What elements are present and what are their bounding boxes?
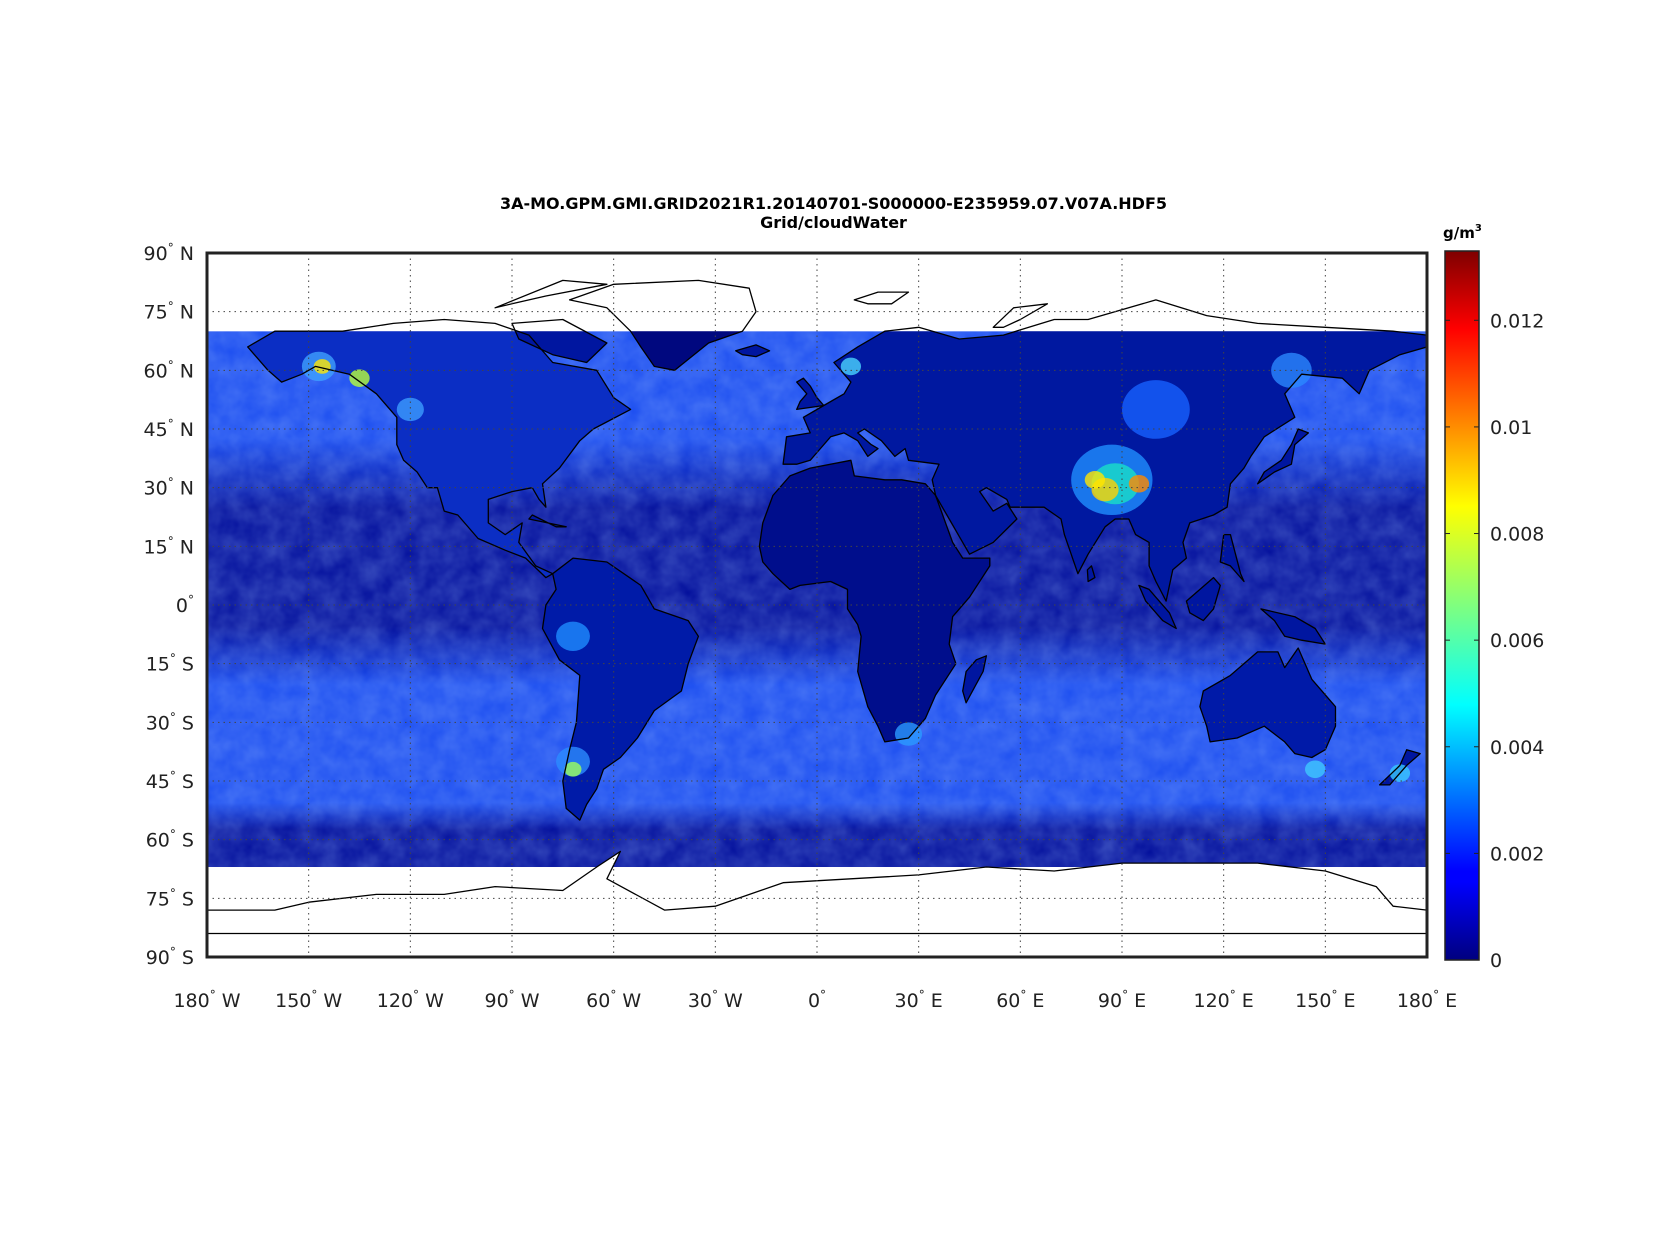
coastline-new-guinea: [1260, 608, 1326, 645]
coastline-ellesmere: [494, 279, 608, 309]
plot-title: 3A-MO.GPM.GMI.GRID2021R1.20140701-S00000…: [499, 194, 1168, 213]
coastline-sumatra: [1138, 584, 1177, 630]
coastline-iceland: [735, 344, 771, 358]
lon-tick-label: 120° W: [377, 988, 444, 1012]
longitude-tick-labels: 180° W 150° W 120° W 90° W 60° W 30° W 0° 30° E…: [173, 988, 1457, 1012]
lon-tick-label: 0°: [808, 988, 826, 1012]
lat-tick-label: 75° N: [144, 300, 194, 324]
lon-tick-label: 180° W: [173, 988, 240, 1012]
map-frame: [205, 251, 1429, 959]
coastline-baffin: [511, 318, 608, 364]
colorbar-unit: g/m3: [1443, 223, 1482, 242]
hotspot: [1084, 471, 1106, 489]
land-madagascar: [962, 655, 987, 703]
lat-tick-label: 90° S: [146, 945, 194, 969]
lat-tick-label: 30° N: [144, 476, 194, 500]
lat-tick-label: 15° S: [146, 652, 194, 676]
colorbar-tick-label: 0.004: [1490, 737, 1544, 759]
lat-tick-label: 60° S: [146, 828, 194, 852]
land-japan: [1257, 429, 1309, 484]
colorbar-tick-label: 0: [1490, 950, 1502, 972]
land-sumatra: [1138, 585, 1177, 629]
lat-tick-label: 90° N: [144, 241, 194, 265]
lon-tick-label: 150° E: [1295, 988, 1355, 1012]
land-philippines: [1220, 534, 1244, 582]
coastline-svalbard: [853, 291, 910, 305]
coastline-japan: [1256, 428, 1310, 485]
lon-tick-label: 120° E: [1194, 988, 1254, 1012]
land-new-guinea: [1260, 608, 1326, 645]
coastline-novaya-zemlya: [992, 303, 1049, 328]
lon-tick-label: 30° W: [688, 988, 743, 1012]
lat-tick-label: 45° N: [144, 417, 194, 441]
lat-tick-label: 0°: [176, 593, 194, 617]
coastline-greenland: [568, 279, 757, 371]
latitude-tick-labels: 90° N 75° N 60° N 45° N 30° N 15° N 0° 15° S 30°…: [144, 241, 194, 969]
coastline-north-america: [247, 318, 632, 579]
lat-tick-label: 30° S: [146, 710, 194, 734]
graticule: [207, 253, 1427, 957]
land-australia: [1199, 648, 1336, 758]
coastline-australia: [1199, 647, 1337, 759]
lon-tick-label: 90° W: [484, 988, 539, 1012]
colorbar-tick-label: 0.002: [1490, 843, 1544, 865]
lat-tick-label: 45° S: [146, 769, 194, 793]
colorbar-tick-label: 0.006: [1490, 630, 1544, 652]
colorbar-tick-label: 0.01: [1490, 417, 1532, 439]
hotspot: [1128, 474, 1150, 493]
hotspot: [556, 621, 590, 651]
coastline-new-zealand: [1378, 749, 1421, 786]
lon-tick-label: 180° E: [1397, 988, 1457, 1012]
coastlines: [207, 279, 1427, 935]
high-value-regions: [301, 351, 1411, 782]
coastline-cuba: [528, 514, 567, 528]
land-sri-lanka: [1087, 565, 1095, 582]
coastline-britain: [796, 377, 825, 411]
lon-tick-label: 90° E: [1098, 988, 1146, 1012]
coastline-borneo: [1185, 576, 1221, 622]
colorbar-tick-label: 0.008: [1490, 524, 1544, 546]
hotspot: [1305, 760, 1326, 779]
hotspot: [349, 369, 370, 387]
no-data-south: [207, 867, 1427, 957]
coastline-antarctica: [207, 850, 1427, 935]
land-north-america: [247, 319, 631, 578]
coastline-africa: [758, 459, 991, 743]
coastline-madagascar: [962, 655, 988, 704]
hotspot: [840, 357, 862, 376]
hotspot: [556, 746, 590, 777]
land-africa: [759, 460, 990, 742]
lon-tick-label: 30° E: [895, 988, 943, 1012]
colorbar-scale: [1444, 250, 1480, 961]
lon-tick-label: 60° E: [996, 988, 1044, 1012]
lat-tick-label: 15° N: [144, 534, 194, 558]
lon-tick-label: 150° W: [275, 988, 342, 1012]
lat-tick-label: 75° S: [146, 886, 194, 910]
coastline-south-america: [541, 557, 700, 821]
plot-subtitle: Grid/cloudWater: [760, 213, 907, 232]
lat-tick-label: 60° N: [144, 358, 194, 382]
coastline-sri-lanka: [1086, 565, 1096, 583]
hotspot: [1122, 380, 1190, 439]
map-area: [207, 253, 1427, 957]
hotspot: [894, 722, 923, 746]
colorbar-ticks: 0 0.002 0.004 0.006 0.008 0.01 0.012: [1445, 310, 1544, 972]
colorbar-tick-label: 0.012: [1490, 310, 1544, 332]
coastline-eurasia: [782, 299, 1427, 602]
hotspot: [564, 761, 582, 777]
colorbar: 0 0.002 0.004 0.006 0.008 0.01 0.012 g/m3: [1443, 223, 1544, 972]
coastline-philippines: [1219, 533, 1245, 583]
hotspot: [396, 397, 424, 422]
lon-tick-label: 60° W: [586, 988, 641, 1012]
